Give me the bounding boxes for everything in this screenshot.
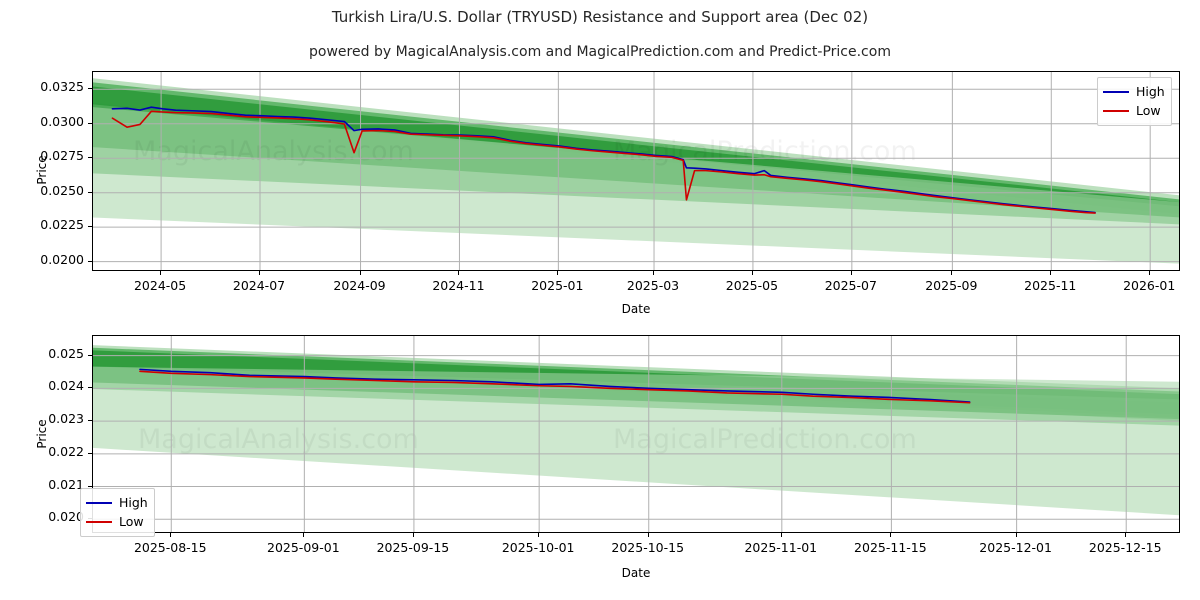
y-axis-tick-label: 0.023 <box>48 411 84 427</box>
x-axis-tick-mark <box>412 533 414 537</box>
y-axis-tick-label: 0.0300 <box>40 113 84 129</box>
y-axis-tick-label: 0.025 <box>48 345 84 361</box>
legend-item-high: High <box>86 493 148 512</box>
x-axis-tick-label: 2024-05 <box>133 278 187 293</box>
y-axis-tick-label: 0.0325 <box>40 79 84 95</box>
x-axis-tick-mark <box>780 533 782 537</box>
y-axis-tick-mark <box>88 485 92 487</box>
x-axis-tick-mark <box>850 271 852 275</box>
y-axis-tick-mark <box>88 452 92 454</box>
watermark: MagicalPrediction.com <box>613 136 917 167</box>
x-axis-tick-mark <box>1050 271 1052 275</box>
x-axis-tick-label: 2025-11-15 <box>854 540 927 555</box>
y-axis-tick-mark <box>88 260 92 262</box>
legend-item-high: High <box>1103 82 1165 101</box>
bottom-chart-y-axis-label: Price <box>35 419 49 449</box>
x-axis-tick-label: 2025-08-15 <box>133 540 207 555</box>
top-chart-plot-area: MagicalAnalysis.com MagicalPrediction.com <box>92 71 1180 271</box>
top-chart-x-axis-label: Date <box>621 302 651 316</box>
x-axis-tick-label: 2025-12-15 <box>1088 540 1162 555</box>
page-subtitle: powered by MagicalAnalysis.com and Magic… <box>309 44 891 60</box>
legend-label-high: High <box>119 495 148 510</box>
series-line-high <box>139 368 971 403</box>
low-line-swatch-icon <box>1103 110 1129 113</box>
y-axis-tick-mark <box>88 420 92 422</box>
x-axis-tick-label: 2024-09 <box>333 278 386 293</box>
x-axis-tick-label: 2025-01 <box>531 278 584 293</box>
series-line-low <box>111 110 1096 214</box>
y-axis-tick-mark <box>88 354 92 356</box>
legend-label-low: Low <box>119 514 144 530</box>
watermark: MagicalAnalysis.com <box>138 424 419 455</box>
x-axis-tick-mark <box>647 533 649 537</box>
x-axis-tick-label: 2025-11-01 <box>744 540 818 555</box>
legend-item-low: Low <box>86 512 148 531</box>
y-axis-tick-mark <box>88 387 92 389</box>
y-axis-tick-label: 0.021 <box>48 476 84 492</box>
band-support-outer <box>93 107 1179 264</box>
x-axis-tick-mark <box>170 533 172 537</box>
x-axis-tick-label: 2025-07 <box>824 278 877 293</box>
high-line-swatch-icon <box>1103 90 1129 93</box>
x-axis-tick-label: 2025-09-15 <box>376 540 450 555</box>
watermark: MagicalAnalysis.com <box>133 136 414 167</box>
x-axis-tick-label: 2024-11 <box>432 278 485 293</box>
x-axis-tick-label: 2025-10-01 <box>501 540 575 555</box>
y-axis-tick-label: 0.0250 <box>40 182 84 198</box>
y-axis-tick-label: 0.0225 <box>40 217 84 233</box>
x-axis-tick-mark <box>890 533 892 537</box>
x-axis-tick-label: 2025-12-01 <box>979 540 1052 555</box>
x-axis-tick-label: 2025-09 <box>925 278 978 293</box>
x-axis-tick-mark <box>1125 533 1127 537</box>
band-support-outer <box>93 366 1179 516</box>
x-axis-tick-mark <box>751 271 753 275</box>
watermark: MagicalPrediction.com <box>613 424 917 455</box>
x-axis-tick-mark <box>1149 271 1151 275</box>
x-axis-tick-mark <box>303 533 305 537</box>
y-axis-tick-label: 0.0275 <box>40 148 84 164</box>
y-axis-tick-mark <box>88 226 92 228</box>
page-title: Turkish Lira/U.S. Dollar (TRYUSD) Resist… <box>331 8 869 26</box>
x-axis-tick-label: 2025-11 <box>1024 278 1077 293</box>
y-axis-tick-label: 0.020 <box>48 509 84 525</box>
y-axis-tick-label: 0.0200 <box>40 251 84 267</box>
high-line-swatch-icon <box>86 501 112 504</box>
y-axis-tick-mark <box>88 122 92 124</box>
x-axis-tick-label: 2025-10-15 <box>611 540 685 555</box>
y-axis-tick-mark <box>88 191 92 193</box>
x-axis-tick-mark <box>653 271 655 275</box>
x-axis-tick-label: 2025-03 <box>626 278 680 293</box>
series-line-high <box>111 106 1096 214</box>
y-axis-tick-mark <box>88 88 92 90</box>
x-axis-tick-mark <box>259 271 260 275</box>
x-axis-tick-mark <box>538 533 540 537</box>
x-axis-tick-mark <box>160 271 162 275</box>
x-axis-tick-label: 2025-09-01 <box>267 540 340 555</box>
y-axis-tick-label: 0.022 <box>48 443 84 459</box>
x-axis-tick-mark <box>951 271 953 275</box>
legend-label-low: Low <box>1136 103 1161 119</box>
x-axis-tick-label: 2026-01 <box>1123 278 1176 293</box>
series-line-low <box>139 370 971 404</box>
bottom-chart-legend: High Low <box>80 488 155 537</box>
top-chart-legend: High Low <box>1097 77 1172 126</box>
legend-label-high: High <box>1136 84 1165 99</box>
x-axis-tick-label: 2024-07 <box>232 278 286 293</box>
bottom-chart-x-axis-label: Date <box>621 566 651 580</box>
top-chart-y-axis-label: Price <box>35 155 49 185</box>
x-axis-tick-mark <box>1015 533 1017 537</box>
y-axis-tick-mark <box>88 157 92 159</box>
low-line-swatch-icon <box>86 521 112 524</box>
x-axis-tick-label: 2025-05 <box>725 278 779 293</box>
x-axis-tick-mark <box>458 271 460 275</box>
x-axis-tick-mark <box>359 271 361 275</box>
legend-item-low: Low <box>1103 101 1165 120</box>
bottom-chart-plot-area: MagicalAnalysis.com MagicalPrediction.com <box>92 335 1180 533</box>
y-axis-tick-label: 0.024 <box>48 378 84 394</box>
x-axis-tick-mark <box>557 271 559 275</box>
